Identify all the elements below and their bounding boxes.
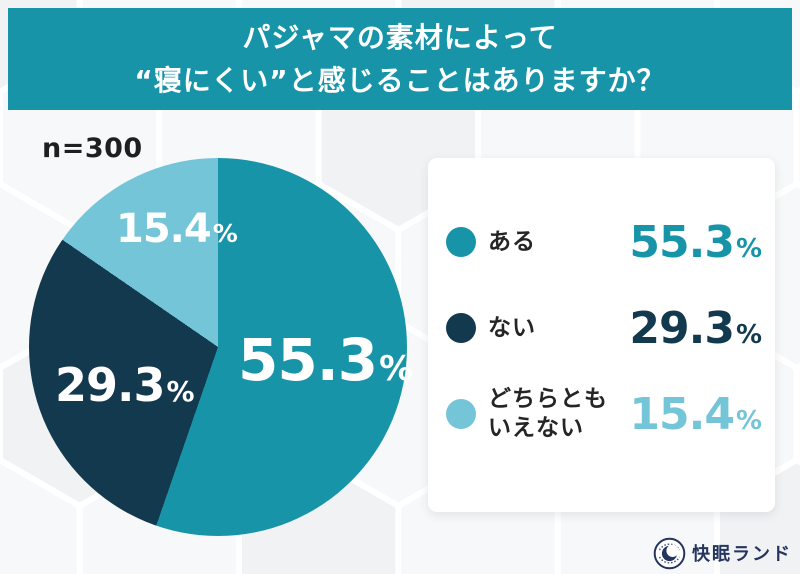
legend-value: 55.3 % — [629, 216, 762, 268]
legend-row-nai: ない 29.3 % — [446, 300, 762, 356]
legend-value-number: 55.3 — [629, 216, 735, 268]
percent-sign: % — [166, 375, 195, 408]
pie-slice-value: 15.4 — [116, 206, 212, 252]
title-line-2: “寝にくい”と感じることはありますか？ — [134, 64, 666, 97]
brand-name: 快眠ランド — [692, 544, 792, 565]
legend-value: 15.4 % — [629, 388, 762, 440]
title-line-1: パジャマの素材によって — [242, 20, 558, 54]
kaimin-land-badge-icon — [653, 537, 686, 569]
legend-dot-navy — [446, 313, 476, 343]
pie-slice-value: 29.3 — [55, 358, 165, 412]
legend-row-aru: ある 55.3 % — [446, 214, 762, 270]
pie-chart — [29, 158, 407, 536]
legend-label: ない — [488, 314, 536, 341]
legend-row-neutral: どちらともいえない 15.4 % — [446, 386, 762, 442]
legend-value-number: 29.3 — [629, 302, 735, 354]
pie-slice-label-neutral: 15.4 % — [116, 206, 238, 252]
legend-dot-lightblue — [446, 399, 476, 429]
percent-sign: % — [735, 405, 762, 436]
legend-label: どちらともいえない — [488, 386, 608, 441]
legend-dot-teal — [446, 227, 476, 257]
legend-label: ある — [488, 228, 536, 255]
brand-logo: 快眠ランド — [653, 535, 792, 571]
pie-slice-label-aru: 55.3 % — [238, 326, 413, 394]
legend-value-number: 15.4 — [629, 388, 735, 440]
sample-size-label: n=300 — [42, 133, 143, 164]
legend-value: 29.3 % — [629, 302, 762, 354]
percent-sign: % — [735, 319, 762, 350]
pie-slice-label-nai: 29.3 % — [55, 358, 195, 412]
pie-slice-value: 55.3 — [238, 326, 378, 394]
percent-sign: % — [379, 349, 413, 389]
percent-sign: % — [735, 233, 762, 264]
percent-sign: % — [212, 219, 238, 248]
title-banner: パジャマの素材によって “寝にくい”と感じることはありますか？ — [8, 8, 792, 110]
legend-card: ある 55.3 % ない 29.3 % どちらともいえない 15.4 % — [428, 158, 775, 512]
